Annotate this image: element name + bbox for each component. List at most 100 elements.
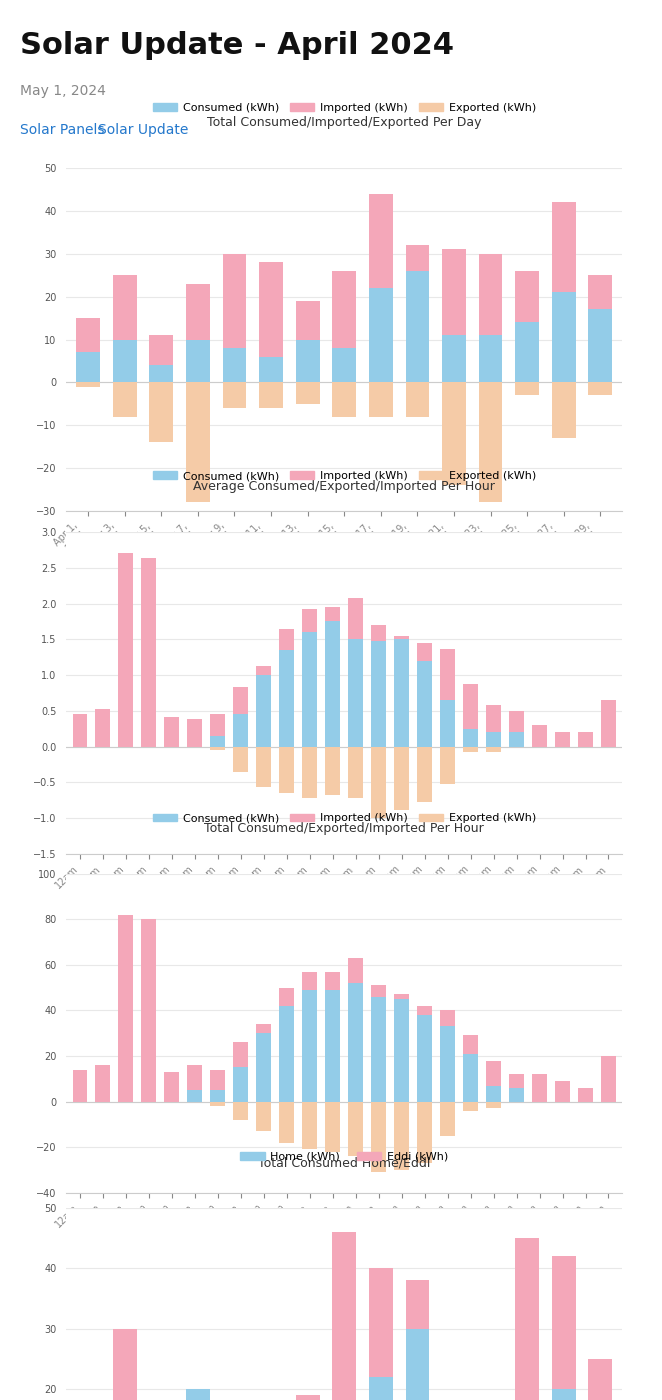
Bar	[76, 353, 100, 382]
Bar	[113, 340, 136, 382]
Bar	[394, 1102, 409, 1170]
Bar	[589, 309, 612, 382]
Text: Solar Panels: Solar Panels	[20, 123, 105, 137]
Bar	[260, 382, 283, 409]
Text: Solar Update - April 2024: Solar Update - April 2024	[20, 31, 454, 60]
Bar	[479, 335, 502, 382]
Bar	[417, 746, 432, 802]
Bar	[371, 1102, 386, 1172]
Bar	[479, 253, 502, 335]
Bar	[532, 1074, 547, 1102]
Bar	[211, 714, 225, 736]
Bar	[515, 322, 539, 382]
Bar	[211, 1091, 225, 1102]
Bar	[371, 624, 386, 641]
Bar	[589, 276, 612, 309]
Bar	[296, 1394, 320, 1400]
Bar	[509, 711, 524, 732]
Bar	[463, 685, 478, 729]
Bar	[463, 746, 478, 752]
Bar	[348, 598, 363, 640]
Bar	[532, 725, 547, 746]
Bar	[486, 1102, 501, 1109]
Bar	[150, 365, 173, 382]
Bar	[601, 1056, 616, 1102]
Bar	[371, 746, 386, 818]
Bar	[187, 1091, 203, 1102]
Text: Solar Update: Solar Update	[98, 123, 189, 137]
Bar	[256, 746, 271, 787]
Bar	[256, 1102, 271, 1131]
Bar	[369, 193, 393, 288]
Bar	[325, 622, 340, 746]
Bar	[463, 1102, 478, 1110]
Bar	[440, 648, 455, 700]
Bar	[515, 270, 539, 322]
Text: May 1, 2024: May 1, 2024	[20, 84, 106, 98]
Bar	[555, 1081, 570, 1102]
Bar	[303, 633, 317, 746]
Bar	[406, 272, 429, 382]
Bar	[406, 245, 429, 272]
Bar	[440, 1102, 455, 1135]
Bar	[118, 553, 134, 746]
Bar	[406, 382, 429, 417]
Bar	[394, 636, 409, 640]
Bar	[552, 293, 576, 382]
Bar	[394, 1000, 409, 1102]
Bar	[371, 986, 386, 997]
Bar	[211, 1070, 225, 1091]
Title: Total Consumed Home/Eddi: Total Consumed Home/Eddi	[258, 1156, 430, 1169]
Legend: Consumed (kWh), Imported (kWh), Exported (kWh): Consumed (kWh), Imported (kWh), Exported…	[148, 466, 540, 486]
Title: Total Consumed/Exported/Imported Per Hour: Total Consumed/Exported/Imported Per Hou…	[205, 822, 484, 834]
Bar	[348, 958, 363, 983]
Title: Total Consumed/Imported/Exported Per Day: Total Consumed/Imported/Exported Per Day	[207, 116, 481, 129]
Bar	[222, 349, 246, 382]
Legend: Consumed (kWh), Imported (kWh), Exported (kWh): Consumed (kWh), Imported (kWh), Exported…	[148, 809, 540, 827]
Bar	[463, 1036, 478, 1054]
Bar	[509, 1074, 524, 1088]
Bar	[442, 382, 466, 486]
Bar	[95, 1065, 111, 1102]
Bar	[164, 717, 179, 746]
Legend: Consumed (kWh), Imported (kWh), Exported (kWh): Consumed (kWh), Imported (kWh), Exported…	[148, 98, 540, 118]
Bar	[76, 318, 100, 353]
Bar	[279, 746, 295, 794]
Bar	[234, 687, 248, 714]
Bar	[515, 1238, 539, 1400]
Bar	[279, 629, 295, 650]
Bar	[440, 700, 455, 746]
Bar	[95, 708, 111, 746]
Bar	[303, 609, 317, 633]
Bar	[113, 276, 136, 340]
Bar	[417, 661, 432, 746]
Bar	[234, 1067, 248, 1102]
Bar	[348, 1102, 363, 1156]
Bar	[552, 382, 576, 438]
Bar	[417, 1005, 432, 1015]
Bar	[186, 340, 210, 382]
Bar	[164, 1072, 179, 1102]
Bar	[113, 1329, 136, 1400]
Bar	[332, 272, 356, 349]
Bar	[515, 382, 539, 395]
Bar	[417, 1015, 432, 1102]
Bar	[486, 732, 501, 746]
Bar	[187, 720, 203, 746]
Bar	[325, 608, 340, 622]
Bar	[442, 335, 466, 382]
Bar	[332, 1232, 356, 1400]
Bar	[332, 382, 356, 417]
Bar	[256, 666, 271, 675]
Bar	[442, 249, 466, 335]
Bar	[509, 1088, 524, 1102]
Bar	[325, 1102, 340, 1152]
Bar	[486, 706, 501, 732]
Bar	[369, 1376, 393, 1400]
Bar	[211, 1102, 225, 1106]
Bar	[234, 714, 248, 746]
Bar	[73, 1070, 87, 1102]
Bar	[234, 1043, 248, 1067]
Bar	[303, 1102, 317, 1149]
Bar	[325, 972, 340, 990]
